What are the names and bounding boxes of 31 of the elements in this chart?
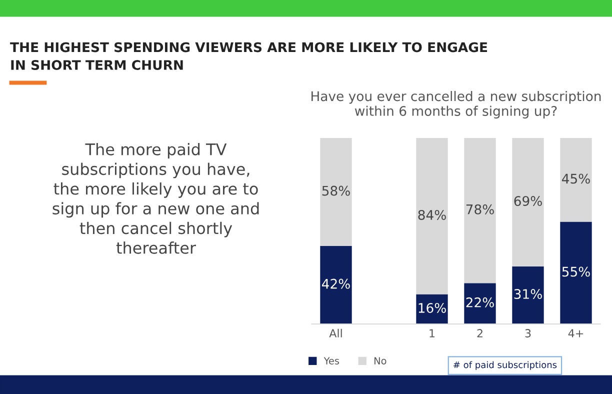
x-axis-title: # of paid subscriptions [454,361,557,370]
data-label: 55% [562,266,590,277]
x-tick-label: All [329,328,342,338]
bar [464,138,496,284]
text: The more paid TV subscriptions you have, the more likely you are to sign up for a new one and then cancel shortly thereafter [52,143,259,254]
bar [416,294,448,324]
bar [416,138,448,294]
bar [512,266,544,324]
data-label: 16% [418,302,446,313]
data-label: 42% [322,278,350,289]
chart-title: THE HIGHEST SPENDING VIEWERS ARE MORE LIKELY TO ENGAGE IN SHORT TERM CHURN [10,42,488,70]
chart-subtitle: Have you ever cancelled a new subscription within 6 months of signing up? [312,90,601,119]
data-label: 58% [322,186,350,196]
data-label: 45% [562,174,590,184]
data-label: 84% [418,210,446,220]
x-tick-label: 2 [477,329,482,338]
bar [560,222,592,324]
legend-label: Yes [324,357,340,364]
data-label: 22% [466,297,494,308]
x-tick-label: 1 [430,329,435,338]
bar [320,138,352,246]
data-label: 69% [514,196,542,206]
bar [512,138,544,266]
data-label: 78% [466,204,494,214]
bar [320,246,352,324]
x-tick-label: 3 [525,329,531,338]
data-label: 31% [514,289,542,299]
bar [560,138,592,222]
x-tick-label: 4+ [568,329,584,338]
bar [464,283,496,324]
legend-label: No [374,357,386,364]
